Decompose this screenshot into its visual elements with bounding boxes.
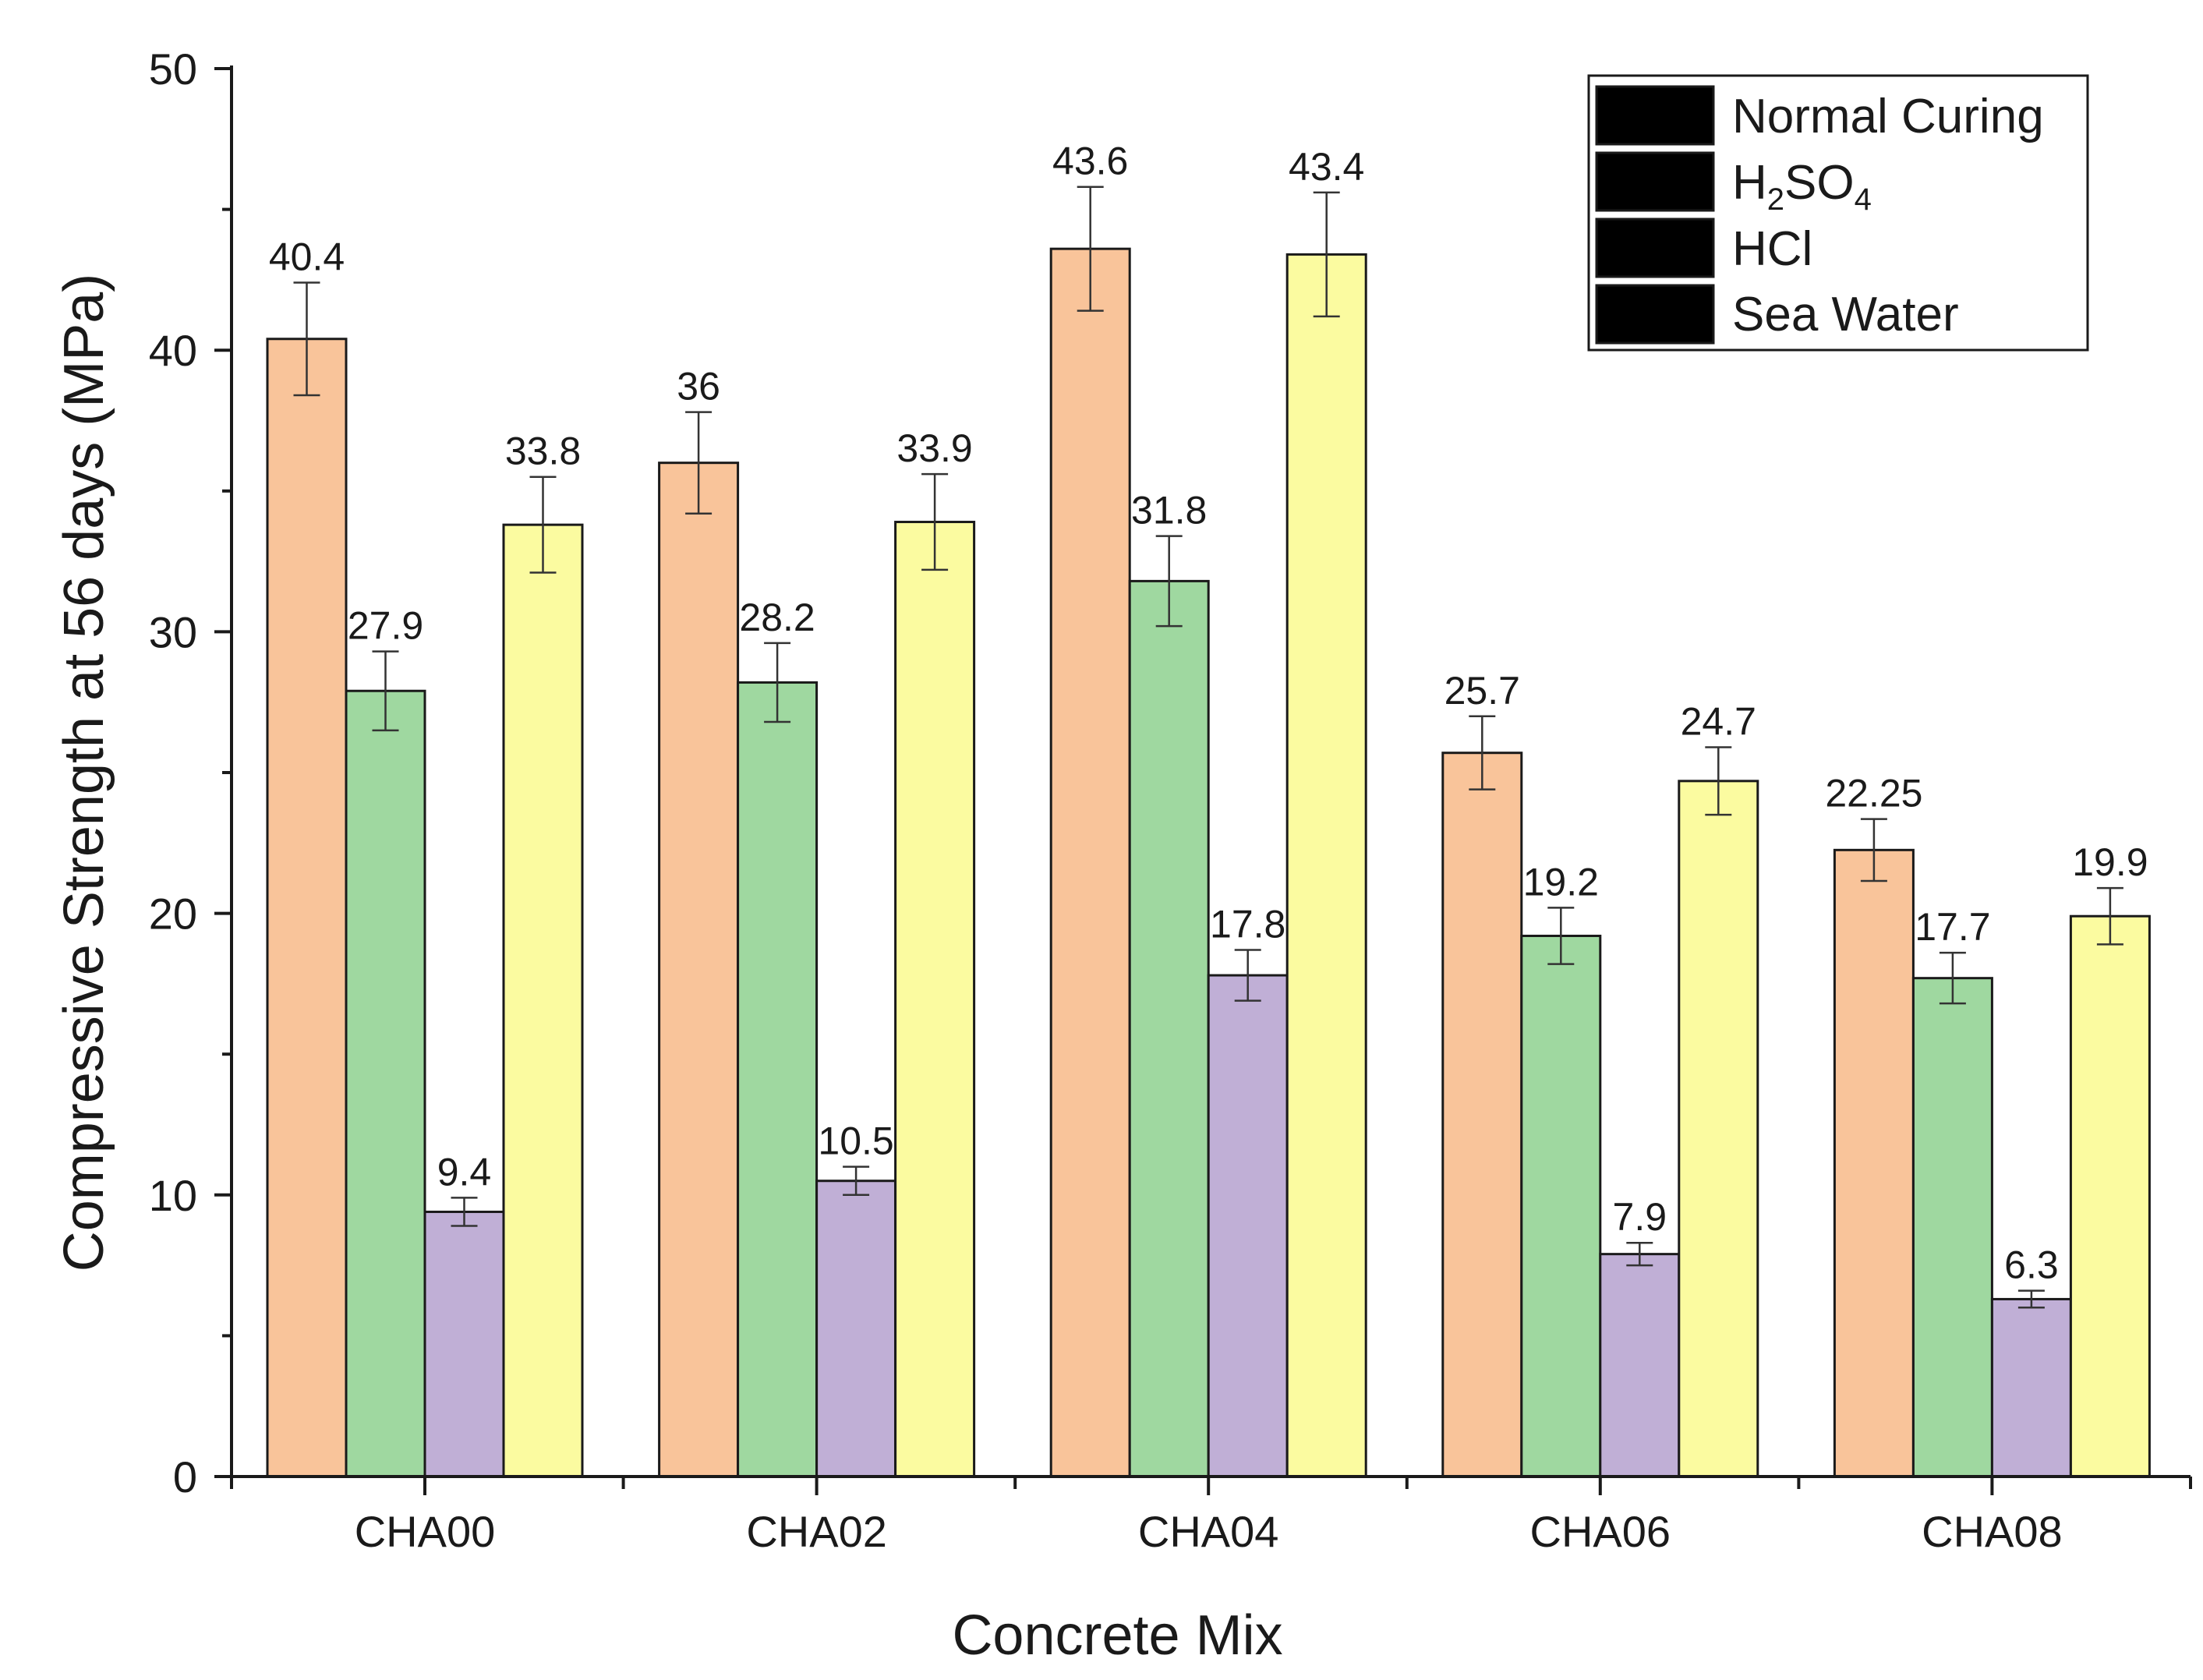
- bar-cha02-h2so4: [737, 681, 819, 1478]
- y-axis-title: Compressive Strength at 56 days (MPa): [53, 274, 115, 1272]
- y-tick-label-10: 10: [149, 1171, 197, 1220]
- x-tick-label-cha06: CHA06: [1530, 1507, 1671, 1556]
- error-bar-cha02-sea-water: [921, 472, 949, 571]
- value-label-cha02-h2so4: 28.2: [739, 596, 815, 639]
- bar-cha00-normal-curing: [266, 338, 348, 1478]
- error-bar-cha08-sea-water: [2096, 886, 2123, 946]
- y-tick-label-0: 0: [173, 1452, 197, 1501]
- x-tick-label-cha04: CHA04: [1138, 1507, 1279, 1556]
- bar-cha06-sea-water: [1678, 780, 1759, 1478]
- bar-cha00-sea-water: [502, 523, 584, 1478]
- error-bar-cha04-hcl: [1234, 949, 1261, 1002]
- legend-h2so4-h: H: [1732, 156, 1767, 210]
- bar-cha04-sea-water: [1285, 253, 1367, 1478]
- x-tick-label-cha00: CHA00: [355, 1507, 496, 1556]
- error-bar-cha06-sea-water: [1705, 746, 1732, 816]
- value-label-cha00-hcl: 9.4: [437, 1150, 492, 1194]
- value-label-cha00-sea-water: 33.8: [505, 430, 581, 473]
- value-label-cha04-hcl: 17.8: [1210, 903, 1285, 946]
- legend-swatch-h2so4: [1595, 151, 1715, 212]
- legend-swatch-hcl: [1595, 218, 1715, 278]
- y-tick-label-20: 20: [149, 890, 197, 939]
- value-labels-layer: 40.427.99.433.83628.210.533.943.631.817.…: [269, 140, 2148, 1287]
- error-bar-cha02-hcl: [843, 1165, 870, 1197]
- value-label-cha00-normal-curing: 40.4: [269, 235, 345, 279]
- bar-cha02-hcl: [815, 1180, 897, 1478]
- y-tick-label-40: 40: [149, 326, 197, 375]
- bar-cha02-normal-curing: [658, 462, 740, 1478]
- bar-cha02-sea-water: [894, 521, 976, 1478]
- bar-cha06-hcl: [1599, 1253, 1681, 1478]
- legend-label-h2so4: H2SO4: [1732, 156, 1872, 217]
- value-label-cha06-hcl: 7.9: [1613, 1195, 1667, 1239]
- value-label-cha02-sea-water: 33.9: [896, 426, 972, 470]
- error-bar-cha06-h2so4: [1547, 907, 1575, 965]
- error-bar-cha06-normal-curing: [1469, 715, 1496, 790]
- legend-swatch-sea-water: [1595, 284, 1715, 345]
- x-axis-title: Concrete Mix: [952, 1604, 1282, 1667]
- value-label-cha02-hcl: 10.5: [818, 1119, 893, 1163]
- value-label-cha00-h2so4: 27.9: [348, 604, 423, 648]
- error-bar-cha08-hcl: [2017, 1289, 2045, 1309]
- y-tick-label-50: 50: [149, 44, 197, 94]
- error-bar-cha08-h2so4: [1939, 951, 1966, 1005]
- x-tick-label-cha08: CHA08: [1922, 1507, 2063, 1556]
- bar-cha04-hcl: [1207, 974, 1289, 1478]
- value-label-cha08-sea-water: 19.9: [2072, 840, 2148, 884]
- bar-cha00-hcl: [423, 1210, 505, 1478]
- x-tick-label-cha02: CHA02: [746, 1507, 887, 1556]
- bar-cha08-hcl: [1990, 1297, 2072, 1478]
- value-label-cha08-h2so4: 17.7: [1915, 905, 1990, 949]
- axes-layer: 0 10 20 30 40 50 CHA00 CHA02 CHA04 CHA06 CHA08: [149, 44, 2192, 1556]
- bar-cha06-normal-curing: [1441, 752, 1523, 1478]
- value-label-cha04-h2so4: 31.8: [1131, 489, 1207, 532]
- legend-label-sea-water: Sea Water: [1732, 288, 1959, 341]
- value-label-cha06-normal-curing: 25.7: [1445, 669, 1520, 713]
- error-bar-cha00-hcl: [451, 1197, 478, 1227]
- legend-label-normal-curing: Normal Curing: [1732, 90, 2044, 143]
- legend: Normal Curing H2SO4 HCl Sea Water: [1587, 74, 2089, 352]
- bar-cha08-sea-water: [2069, 914, 2151, 1478]
- legend-swatch-normal-curing: [1595, 85, 1715, 146]
- bar-cha08-h2so4: [1911, 977, 1993, 1478]
- legend-label-hcl: HCl: [1732, 222, 1812, 276]
- legend-h2so4-so: SO: [1784, 156, 1855, 210]
- value-label-cha06-sea-water: 24.7: [1681, 699, 1756, 743]
- bar-cha04-normal-curing: [1049, 247, 1131, 1478]
- bar-cha08-normal-curing: [1833, 848, 1915, 1478]
- legend-h2so4-sub4: 4: [1855, 182, 1872, 217]
- error-bar-cha06-hcl: [1626, 1241, 1653, 1267]
- error-bar-cha04-normal-curing: [1077, 186, 1104, 312]
- error-bars-layer: [293, 186, 2123, 1309]
- error-bar-cha02-normal-curing: [685, 411, 713, 515]
- error-bar-cha00-normal-curing: [293, 281, 320, 397]
- error-bar-cha08-normal-curing: [1860, 818, 1887, 882]
- value-label-cha06-h2so4: 19.2: [1523, 860, 1599, 904]
- error-bar-cha04-h2so4: [1155, 535, 1183, 628]
- error-bar-cha04-sea-water: [1313, 191, 1340, 318]
- legend-h2so4-sub2: 2: [1767, 182, 1784, 217]
- error-bar-cha00-sea-water: [529, 476, 557, 574]
- value-label-cha04-sea-water: 43.4: [1289, 145, 1364, 189]
- error-bar-cha00-h2so4: [372, 650, 399, 732]
- error-bar-cha02-h2so4: [764, 642, 791, 723]
- bar-cha04-h2so4: [1128, 579, 1210, 1478]
- value-label-cha08-normal-curing: 22.25: [1825, 772, 1922, 815]
- bar-cha00-h2so4: [345, 689, 426, 1478]
- value-label-cha04-normal-curing: 43.6: [1052, 140, 1128, 183]
- value-label-cha02-normal-curing: 36: [677, 365, 720, 409]
- value-label-cha08-hcl: 6.3: [2004, 1243, 2059, 1287]
- y-tick-label-30: 30: [149, 607, 197, 656]
- bars-layer: [266, 247, 2151, 1478]
- bar-cha06-h2so4: [1520, 934, 1602, 1478]
